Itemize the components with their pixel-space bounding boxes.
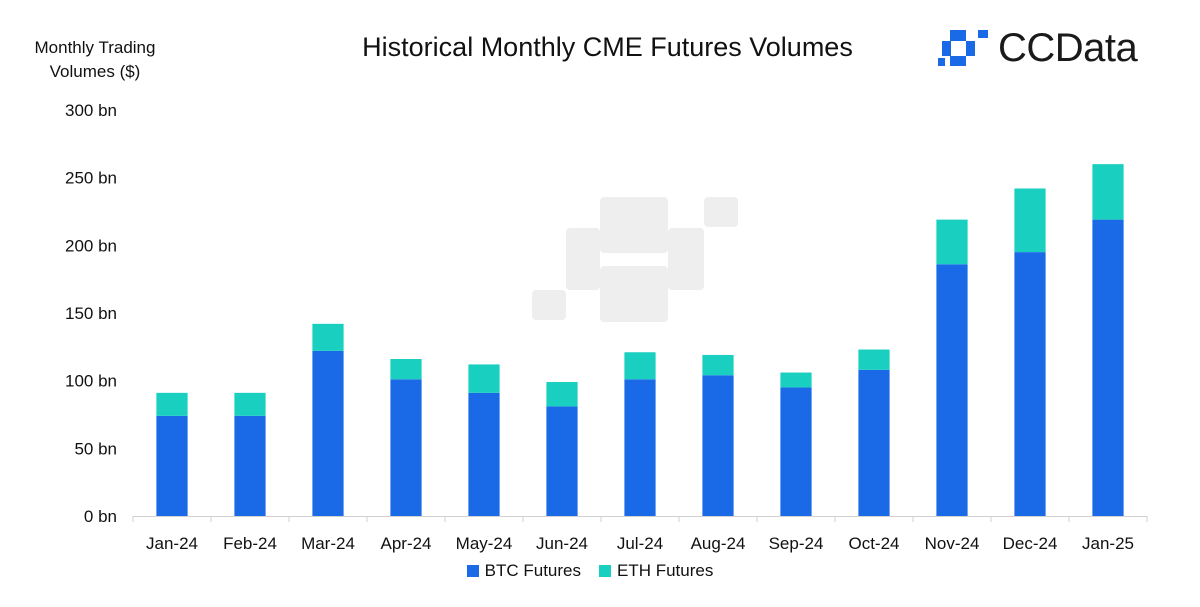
x-tick-label: Mar-24 — [301, 534, 355, 553]
ccdata-logo-icon — [938, 30, 988, 66]
bar-eth-may-24 — [468, 364, 500, 393]
legend-item-btc: BTC Futures — [466, 561, 581, 581]
bar-eth-jan-24 — [156, 392, 188, 416]
y-axis-label: Monthly Trading Volumes ($) — [14, 36, 176, 84]
bar-eth-mar-24 — [312, 323, 344, 351]
bar-eth-oct-24 — [858, 349, 890, 370]
x-tick-label: Jun-24 — [536, 534, 588, 553]
bar-eth-nov-24 — [936, 219, 968, 265]
bar-eth-jan-25 — [1092, 164, 1124, 220]
legend: BTC Futures ETH Futures — [0, 561, 1180, 581]
bar-btc-apr-24 — [390, 379, 422, 516]
bar-btc-jan-25 — [1092, 219, 1124, 516]
chart-title: Historical Monthly CME Futures Volumes — [362, 32, 853, 62]
legend-item-eth: ETH Futures — [599, 561, 713, 581]
y-tick-label: 250 bn — [65, 169, 117, 188]
y-tick-label: 300 bn — [65, 101, 117, 120]
x-tick-label: Feb-24 — [223, 534, 277, 553]
bar-eth-jul-24 — [624, 352, 656, 380]
x-tick-label: Jan-25 — [1082, 534, 1134, 553]
y-axis-label-line-1: Monthly Trading — [34, 38, 156, 57]
y-tick-label: 200 bn — [65, 236, 117, 255]
x-tick-label: Aug-24 — [691, 534, 746, 553]
legend-label-btc: BTC Futures — [484, 561, 581, 580]
bar-btc-may-24 — [468, 392, 500, 516]
legend-swatch-btc — [466, 565, 479, 577]
bar-btc-dec-24 — [1014, 252, 1046, 516]
bar-eth-apr-24 — [390, 359, 422, 380]
bar-btc-jun-24 — [546, 406, 578, 516]
x-tick-label: Sep-24 — [769, 534, 824, 553]
bar-eth-aug-24 — [702, 354, 734, 376]
y-tick-label: 50 bn — [74, 439, 117, 458]
bar-eth-dec-24 — [1014, 188, 1046, 253]
y-tick-label: 100 bn — [65, 372, 117, 391]
y-tick-label: 150 bn — [65, 304, 117, 323]
y-axis-label-line-2: Volumes ($) — [49, 62, 141, 81]
bar-btc-jan-24 — [156, 415, 188, 516]
y-tick-label: 0 bn — [84, 507, 117, 526]
x-tick-label: Nov-24 — [925, 534, 980, 553]
x-tick-label: May-24 — [456, 534, 513, 553]
x-tick-label: Apr-24 — [380, 534, 431, 553]
x-tick-label: Jan-24 — [146, 534, 198, 553]
x-tick-label: Dec-24 — [1003, 534, 1058, 553]
bar-btc-sep-24 — [780, 387, 812, 516]
bar-btc-jul-24 — [624, 379, 656, 516]
x-tick-label: Oct-24 — [848, 534, 899, 553]
bar-eth-jun-24 — [546, 382, 578, 407]
bar-btc-feb-24 — [234, 415, 266, 516]
ccdata-logo: CCData — [938, 25, 1138, 70]
bar-btc-oct-24 — [858, 369, 890, 516]
bar-btc-aug-24 — [702, 375, 734, 516]
bar-eth-feb-24 — [234, 392, 266, 416]
watermark-logo — [532, 197, 738, 322]
x-tick-label: Jul-24 — [617, 534, 663, 553]
bar-eth-sep-24 — [780, 372, 812, 388]
legend-swatch-eth — [599, 565, 611, 577]
bar-btc-mar-24 — [312, 350, 344, 516]
ccdata-logo-text: CCData — [998, 25, 1138, 70]
bar-btc-nov-24 — [936, 264, 968, 516]
legend-label-eth: ETH Futures — [617, 561, 714, 580]
